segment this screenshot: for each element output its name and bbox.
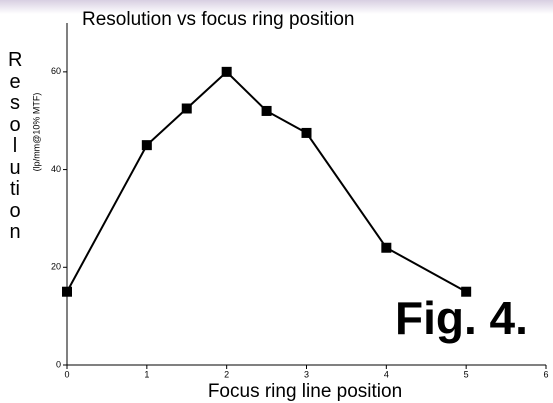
point-marker [302,128,312,138]
point-marker [381,243,391,253]
y-tick-label: 0 [56,359,61,369]
x-tick-label: 1 [144,369,149,379]
x-tick-label: 2 [224,369,229,379]
y-axis-sublabel: (lp/mm@10% MTF) [31,93,41,172]
y-axis-label: Resolution [8,50,22,244]
chart: Resolution vs focus ring position Focus … [0,0,553,403]
x-tick-label: 6 [543,369,548,379]
y-tick-label: 40 [51,164,61,174]
y-tick-label: 60 [51,66,61,76]
x-axis-label: Focus ring line position [208,381,402,402]
y-tick-label: 20 [51,262,61,272]
point-marker [222,67,232,77]
point-marker [461,287,471,297]
x-tick-label: 0 [64,369,69,379]
chart-title: Resolution vs focus ring position [82,9,354,30]
point-marker [262,106,272,116]
x-tick-label: 4 [384,369,389,379]
series-line [67,72,466,292]
point-marker [182,104,192,114]
point-marker [142,140,152,150]
figure-label: Fig. 4. [395,292,528,344]
page: Resolution vs focus ring position Focus … [0,0,553,403]
x-tick-label: 3 [304,369,309,379]
x-tick-label: 5 [464,369,469,379]
point-marker [62,287,72,297]
